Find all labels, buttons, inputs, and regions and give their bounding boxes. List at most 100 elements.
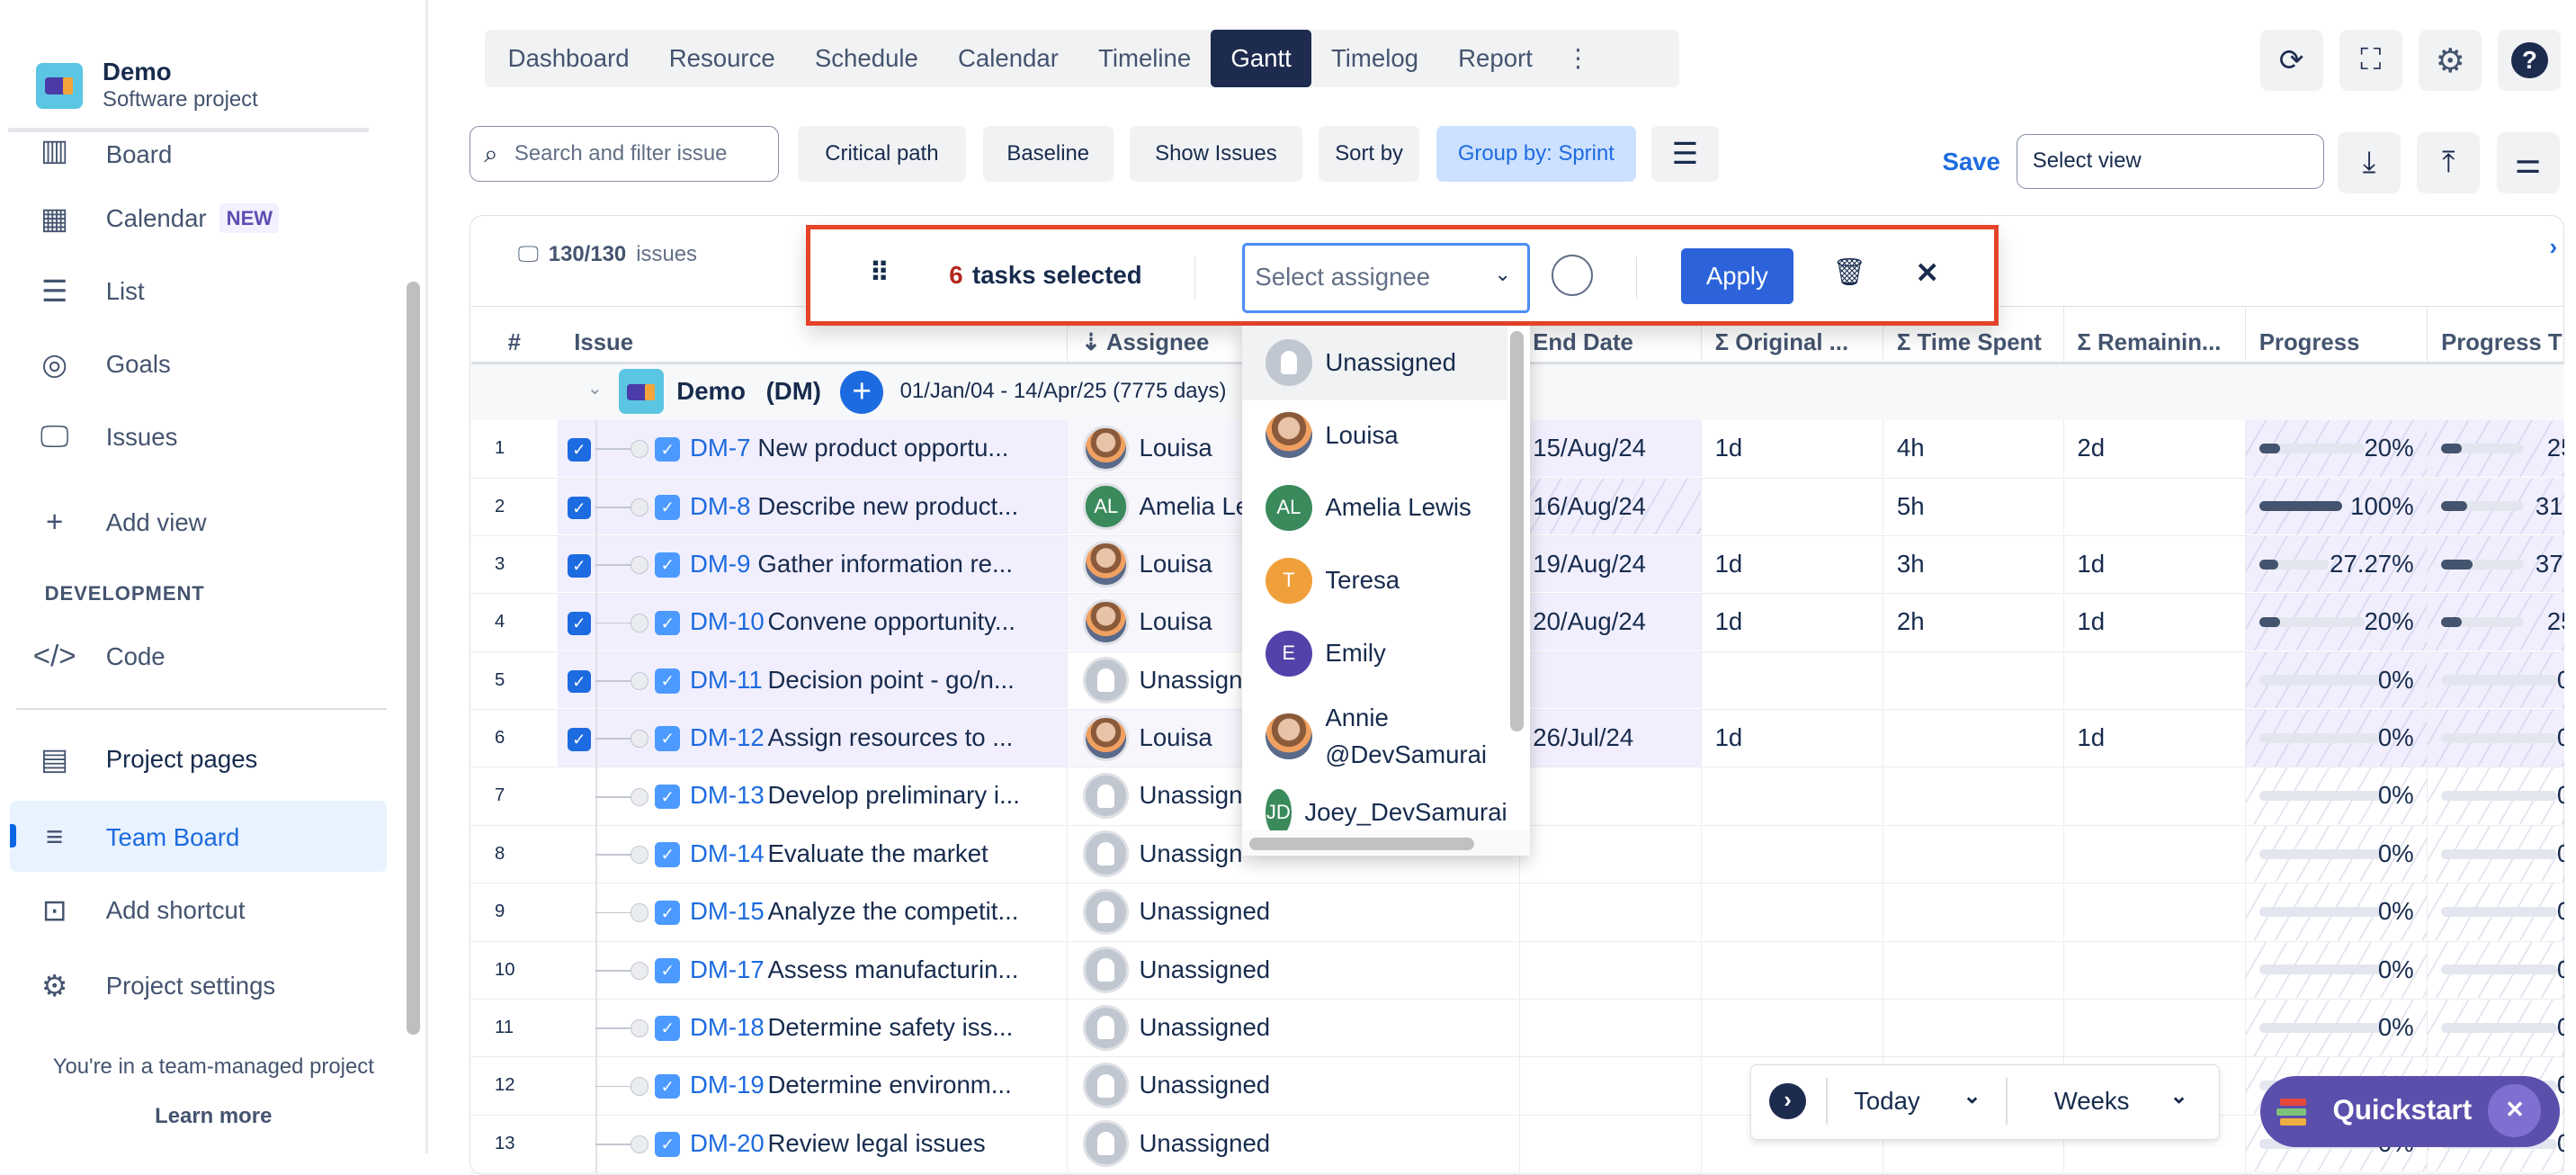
weeks-chevron-icon[interactable]: ⌄ <box>2169 1083 2188 1108</box>
remaining[interactable] <box>2062 825 2245 883</box>
row-checkbox[interactable]: ✓ <box>567 438 591 462</box>
issue-key[interactable]: DM-18 <box>690 1012 765 1041</box>
assignee-cell[interactable]: Unassigned <box>1067 941 1337 999</box>
learn-more-link[interactable]: Learn more <box>155 1103 273 1128</box>
issue-key[interactable]: DM-12 <box>690 723 765 752</box>
end-date[interactable]: 15/Aug/24 <box>1518 420 1701 477</box>
row-checkbox[interactable]: ✓ <box>567 669 591 694</box>
filter-icon[interactable]: ☰ <box>1650 125 1720 183</box>
select-assignee-dropdown[interactable]: Select assignee ⌄ <box>1242 243 1531 313</box>
row-checkbox[interactable]: ✓ <box>567 612 591 636</box>
assignee-option[interactable]: T Teresa <box>1242 544 1507 617</box>
issue-title[interactable]: Determine safety iss... <box>767 1012 1014 1041</box>
issue-title[interactable]: Evaluate the market <box>767 839 988 867</box>
end-date[interactable] <box>1518 825 1701 883</box>
end-date[interactable] <box>1518 651 1701 709</box>
add-issue-icon[interactable]: + <box>840 371 884 414</box>
col-assignee[interactable]: ⇣ Assignee <box>1067 307 1337 362</box>
quickstart-button[interactable]: Quickstart ✕ <box>2259 1075 2560 1147</box>
assignee-cell[interactable]: Unassigned <box>1067 1057 1337 1114</box>
sidebar-item-project-settings[interactable]: ⚙ Project settings <box>36 962 275 1011</box>
refresh-icon[interactable]: ⟳ <box>2259 30 2323 92</box>
original-estimate[interactable]: 1d <box>1700 594 1883 650</box>
time-spent[interactable] <box>1883 825 2062 883</box>
table-row[interactable]: 7 ✓ DM-13 Develop preliminary i... Unass… <box>471 767 2565 826</box>
remaining[interactable] <box>2062 651 2245 709</box>
col-remaining[interactable]: Σ Remainin... <box>2062 307 2245 362</box>
issue-key[interactable]: DM-20 <box>690 1128 765 1157</box>
original-estimate[interactable] <box>1700 1115 1883 1172</box>
remaining[interactable]: 1d <box>2062 710 2245 767</box>
end-date[interactable] <box>1518 883 1701 940</box>
apply-button[interactable]: Apply <box>1680 247 1793 305</box>
remaining[interactable] <box>2062 1115 2245 1172</box>
issue-title[interactable]: Decision point - go/n... <box>767 665 1015 694</box>
original-estimate[interactable] <box>1700 1057 1883 1114</box>
show-issues-button[interactable]: Show Issues <box>1130 125 1302 183</box>
remaining[interactable]: 1d <box>2062 594 2245 650</box>
expand-chevron-icon[interactable]: › <box>2549 235 2558 261</box>
assignee-cell[interactable]: Unassigned <box>1067 1115 1337 1172</box>
issue-key[interactable]: DM-8 <box>690 491 751 520</box>
original-estimate[interactable] <box>1700 478 1883 535</box>
save-button[interactable]: Save <box>1942 147 2000 175</box>
fullscreen-icon[interactable]: ⛶ <box>2339 30 2402 92</box>
baseline-button[interactable]: Baseline <box>982 125 1114 183</box>
original-estimate[interactable] <box>1700 651 1883 709</box>
end-date[interactable] <box>1518 1057 1701 1114</box>
more-tabs-icon[interactable]: ⋮ <box>1565 44 1591 73</box>
issue-title[interactable]: New product opportu... <box>757 434 1009 462</box>
col-progress[interactable]: Progress <box>2245 307 2427 362</box>
issue-key[interactable]: DM-15 <box>690 897 765 926</box>
assignee-cell[interactable]: Unassigned <box>1067 999 1337 1056</box>
original-estimate[interactable]: 1d <box>1700 420 1883 477</box>
remaining[interactable] <box>2062 941 2245 999</box>
sidebar-item-project-pages[interactable]: ▤ Project pages <box>36 735 257 785</box>
table-row[interactable]: 8 ✓ DM-14 Evaluate the market Unassigned… <box>471 825 2565 884</box>
table-row[interactable]: 12 ✓ DM-19 Determine environm... Unassig… <box>471 1057 2565 1116</box>
issue-key[interactable]: DM-10 <box>690 607 765 636</box>
row-checkbox[interactable]: ✓ <box>567 496 591 520</box>
sidebar-item-issues[interactable]: 🖵 Issues <box>36 412 178 462</box>
assignee-cell[interactable]: Unassigned <box>1067 883 1337 940</box>
time-spent[interactable] <box>1883 1115 2062 1172</box>
close-icon[interactable]: ✕ <box>1915 257 1939 290</box>
col-time-spent[interactable]: Σ Time Spent <box>1883 307 2062 362</box>
today-button[interactable]: Today <box>1854 1086 1920 1115</box>
end-date[interactable]: 26/Jul/24 <box>1518 710 1701 767</box>
search-input[interactable]: ⌕ Search and filter issue <box>470 125 780 183</box>
row-checkbox[interactable]: ✓ <box>567 553 591 578</box>
time-spent[interactable]: 3h <box>1883 535 2062 593</box>
table-row[interactable]: 13 ✓ DM-20 Review legal issues Unassigne… <box>471 1115 2565 1174</box>
close-quickstart-icon[interactable]: ✕ <box>2488 1083 2542 1137</box>
assignee-cell[interactable]: Unassigned <box>1067 651 1337 709</box>
tab-dashboard[interactable]: Dashboard <box>507 44 630 73</box>
original-estimate[interactable]: 1d <box>1700 535 1883 593</box>
original-estimate[interactable]: 1d <box>1700 710 1883 767</box>
collapse-chevron-icon[interactable]: ⌄ <box>586 379 603 399</box>
tab-report[interactable]: Report <box>1458 44 1533 73</box>
end-date[interactable] <box>1518 941 1701 999</box>
sidebar-item-add-view[interactable]: + Add view <box>36 498 207 548</box>
remaining[interactable] <box>2062 478 2245 535</box>
sidebar-item-list[interactable]: ☰ List <box>36 266 145 316</box>
settings-gear-icon[interactable]: ⚙ <box>2419 30 2482 92</box>
issue-key[interactable]: DM-19 <box>690 1071 765 1099</box>
sidebar-item-team-board[interactable]: ≡ Team Board <box>36 812 239 862</box>
remaining[interactable] <box>2062 767 2245 824</box>
issue-title[interactable]: Determine environm... <box>767 1071 1012 1099</box>
tab-gantt[interactable]: Gantt <box>1211 30 1311 88</box>
end-date[interactable]: 20/Aug/24 <box>1518 594 1701 650</box>
time-spent[interactable] <box>1883 999 2062 1056</box>
issue-key[interactable]: DM-9 <box>690 549 751 578</box>
end-date[interactable]: 19/Aug/24 <box>1518 535 1701 593</box>
assignee-option[interactable]: E Emily <box>1242 617 1507 690</box>
trash-icon[interactable]: 🗑 <box>1832 257 1866 288</box>
group-by-button[interactable]: Group by: Sprint <box>1436 125 1637 183</box>
select-view-dropdown[interactable]: Select view <box>2017 133 2325 189</box>
assignee-cell[interactable]: Unassigned <box>1067 767 1337 824</box>
original-estimate[interactable] <box>1700 999 1883 1056</box>
critical-path-button[interactable]: Critical path <box>797 125 967 183</box>
issue-title[interactable]: Describe new product... <box>757 491 1019 520</box>
remaining[interactable] <box>2062 999 2245 1056</box>
